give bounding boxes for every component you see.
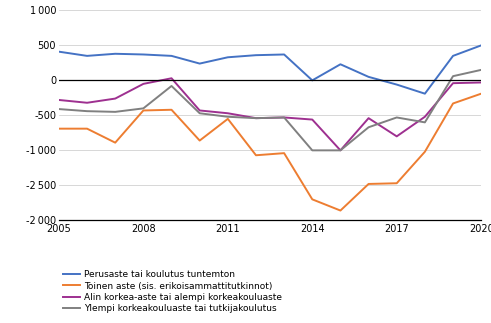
- Perusaste tai koulutus tuntemton: [450, 54, 456, 58]
- Ylempi korkeakouluaste tai tutkijakoulutus: [56, 107, 62, 111]
- Perusaste tai koulutus tuntemton: [140, 53, 146, 57]
- Toinen aste (sis. erikoisammattitutkinnot): [422, 150, 428, 154]
- Toinen aste (sis. erikoisammattitutkinnot): [253, 153, 259, 157]
- Ylempi korkeakouluaste tai tutkijakoulutus: [140, 107, 146, 110]
- Toinen aste (sis. erikoisammattitutkinnot): [394, 181, 400, 185]
- Toinen aste (sis. erikoisammattitutkinnot): [84, 127, 90, 130]
- Ylempi korkeakouluaste tai tutkijakoulutus: [309, 149, 315, 152]
- Alin korkea-aste tai alempi korkeakouluaste: [309, 118, 315, 121]
- Toinen aste (sis. erikoisammattitutkinnot): [309, 197, 315, 201]
- Alin korkea-aste tai alempi korkeakouluaste: [450, 81, 456, 85]
- Line: Ylempi korkeakouluaste tai tutkijakoulutus: Ylempi korkeakouluaste tai tutkijakoulut…: [59, 70, 481, 151]
- Alin korkea-aste tai alempi korkeakouluaste: [366, 116, 372, 120]
- Perusaste tai koulutus tuntemton: [422, 92, 428, 96]
- Line: Alin korkea-aste tai alempi korkeakouluaste: Alin korkea-aste tai alempi korkeakoulua…: [59, 78, 481, 151]
- Toinen aste (sis. erikoisammattitutkinnot): [225, 117, 231, 121]
- Perusaste tai koulutus tuntemton: [168, 54, 174, 58]
- Toinen aste (sis. erikoisammattitutkinnot): [197, 139, 203, 142]
- Toinen aste (sis. erikoisammattitutkinnot): [450, 101, 456, 105]
- Alin korkea-aste tai alempi korkeakouluaste: [112, 97, 118, 100]
- Alin korkea-aste tai alempi korkeakouluaste: [478, 80, 484, 84]
- Perusaste tai koulutus tuntemton: [253, 53, 259, 57]
- Toinen aste (sis. erikoisammattitutkinnot): [112, 141, 118, 145]
- Ylempi korkeakouluaste tai tutkijakoulutus: [84, 109, 90, 113]
- Toinen aste (sis. erikoisammattitutkinnot): [337, 209, 343, 213]
- Ylempi korkeakouluaste tai tutkijakoulutus: [337, 149, 343, 152]
- Line: Toinen aste (sis. erikoisammattitutkinnot): Toinen aste (sis. erikoisammattitutkinno…: [59, 94, 481, 211]
- Alin korkea-aste tai alempi korkeakouluaste: [140, 82, 146, 86]
- Alin korkea-aste tai alempi korkeakouluaste: [422, 115, 428, 119]
- Alin korkea-aste tai alempi korkeakouluaste: [225, 111, 231, 115]
- Perusaste tai koulutus tuntemton: [394, 83, 400, 87]
- Toinen aste (sis. erikoisammattitutkinnot): [366, 182, 372, 186]
- Alin korkea-aste tai alempi korkeakouluaste: [394, 134, 400, 138]
- Perusaste tai koulutus tuntemton: [197, 62, 203, 66]
- Ylempi korkeakouluaste tai tutkijakoulutus: [478, 68, 484, 72]
- Perusaste tai koulutus tuntemton: [112, 52, 118, 56]
- Toinen aste (sis. erikoisammattitutkinnot): [56, 127, 62, 130]
- Ylempi korkeakouluaste tai tutkijakoulutus: [366, 125, 372, 129]
- Ylempi korkeakouluaste tai tutkijakoulutus: [422, 120, 428, 124]
- Ylempi korkeakouluaste tai tutkijakoulutus: [112, 110, 118, 114]
- Alin korkea-aste tai alempi korkeakouluaste: [56, 98, 62, 102]
- Line: Perusaste tai koulutus tuntemton: Perusaste tai koulutus tuntemton: [59, 45, 481, 94]
- Alin korkea-aste tai alempi korkeakouluaste: [337, 149, 343, 152]
- Perusaste tai koulutus tuntemton: [281, 53, 287, 57]
- Ylempi korkeakouluaste tai tutkijakoulutus: [450, 74, 456, 78]
- Perusaste tai koulutus tuntemton: [337, 62, 343, 66]
- Alin korkea-aste tai alempi korkeakouluaste: [281, 116, 287, 120]
- Ylempi korkeakouluaste tai tutkijakoulutus: [253, 116, 259, 120]
- Toinen aste (sis. erikoisammattitutkinnot): [478, 92, 484, 96]
- Perusaste tai koulutus tuntemton: [84, 54, 90, 58]
- Ylempi korkeakouluaste tai tutkijakoulutus: [168, 84, 174, 88]
- Perusaste tai koulutus tuntemton: [366, 75, 372, 79]
- Alin korkea-aste tai alempi korkeakouluaste: [84, 101, 90, 105]
- Toinen aste (sis. erikoisammattitutkinnot): [281, 151, 287, 155]
- Ylempi korkeakouluaste tai tutkijakoulutus: [225, 115, 231, 119]
- Perusaste tai koulutus tuntemton: [56, 50, 62, 54]
- Alin korkea-aste tai alempi korkeakouluaste: [168, 76, 174, 80]
- Ylempi korkeakouluaste tai tutkijakoulutus: [197, 111, 203, 115]
- Alin korkea-aste tai alempi korkeakouluaste: [253, 116, 259, 120]
- Perusaste tai koulutus tuntemton: [309, 78, 315, 82]
- Toinen aste (sis. erikoisammattitutkinnot): [168, 108, 174, 112]
- Toinen aste (sis. erikoisammattitutkinnot): [140, 109, 146, 112]
- Ylempi korkeakouluaste tai tutkijakoulutus: [281, 116, 287, 120]
- Alin korkea-aste tai alempi korkeakouluaste: [197, 109, 203, 112]
- Ylempi korkeakouluaste tai tutkijakoulutus: [394, 116, 400, 120]
- Perusaste tai koulutus tuntemton: [225, 55, 231, 59]
- Legend: Perusaste tai koulutus tuntemton, Toinen aste (sis. erikoisammattitutkinnot), Al: Perusaste tai koulutus tuntemton, Toinen…: [63, 270, 282, 313]
- Perusaste tai koulutus tuntemton: [478, 43, 484, 47]
